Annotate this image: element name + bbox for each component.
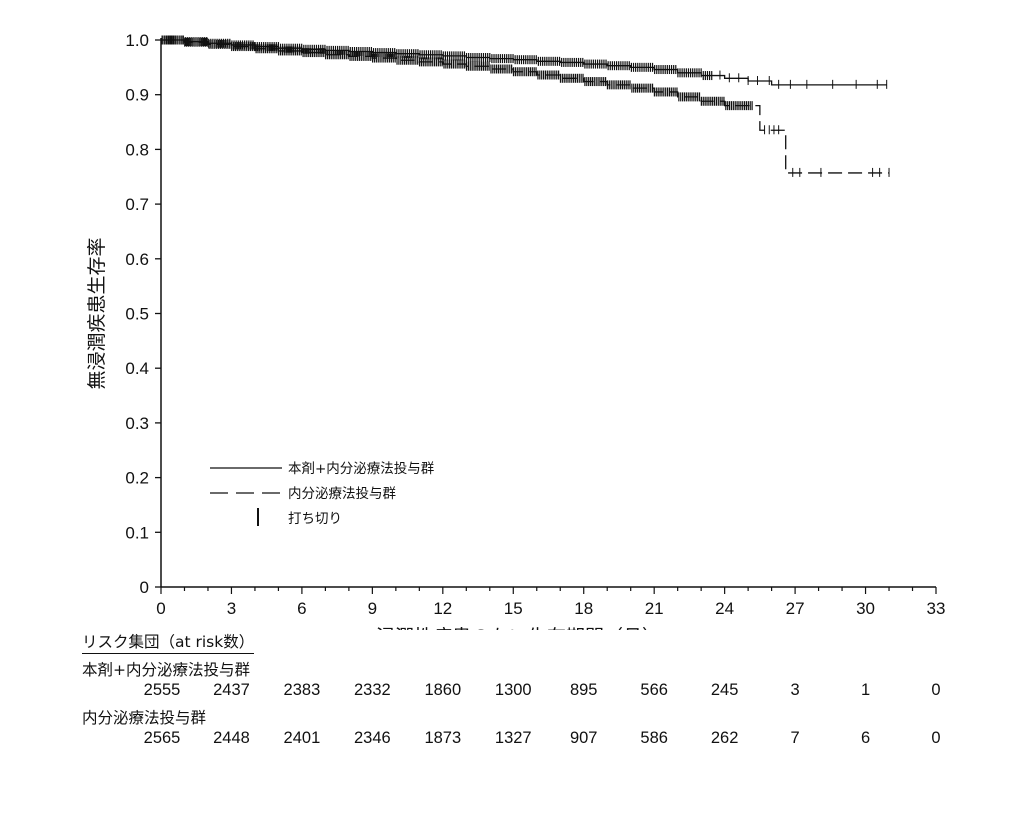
risk-row-treatment: 2555 2437 2383 2332 1860 1300 895 566 245 3 1 0 [82,681,982,701]
x-tick-label: 15 [504,599,523,618]
risk-count: 245 [710,681,739,699]
y-tick-label: 0.1 [125,523,149,542]
risk-count: 0 [931,681,941,699]
y-tick-label: 0 [140,578,149,597]
risk-count: 262 [710,729,739,747]
km-chart: 0 0.1 0.2 0.3 0.4 0.5 0.6 0.7 0.8 0.9 1.0 0 3 6 9 12 15 1… [86,31,946,630]
risk-count: 1327 [494,729,532,747]
y-tick-label: 0.2 [125,469,149,488]
risk-count: 2565 [143,729,181,747]
x-tick-label: 33 [927,599,946,618]
risk-group-label-control: 内分泌療法投与群 [82,709,207,727]
risk-count: 566 [640,681,668,699]
risk-count: 1300 [494,681,532,699]
risk-count: 895 [569,681,598,699]
risk-row-control: 2565 2448 2401 2346 1873 1327 907 586 262 7 6 0 [82,729,982,749]
x-tick-label: 30 [856,599,875,618]
risk-count: 2437 [213,681,250,699]
x-axis-title: 浸潤性疾患のない生存期間（月） [376,626,661,630]
x-tick-label: 9 [368,599,377,618]
y-tick-label: 0.3 [125,414,149,433]
x-tick-label: 18 [574,599,593,618]
x-tick-label: 6 [297,599,306,618]
x-tick-label: 3 [227,599,236,618]
x-tick-label: 27 [786,599,805,618]
risk-count: 2401 [283,729,321,747]
legend-label-treatment: 本剤+内分泌療法投与群 [288,460,435,477]
risk-count: 3 [790,681,800,699]
risk-count: 2332 [354,681,391,699]
y-tick-label: 0.6 [125,250,149,269]
y-axis-title: 無浸潤疾患生存率 [86,237,108,389]
x-tick-label: 24 [715,599,734,618]
risk-count: 1860 [424,681,462,699]
risk-table: リスク集団（at risk数） 本剤+内分泌療法投与群 2555 2437 2383… [82,630,982,760]
risk-count: 2448 [213,729,250,747]
risk-table-header: リスク集団（at risk数） [82,630,255,654]
y-tick-label: 0.8 [125,140,149,159]
legend-label-censor: 打ち切り [288,510,342,527]
y-tick-label: 1.0 [125,31,149,50]
risk-count: 0 [931,729,941,747]
risk-group-label-treatment: 本剤+内分泌療法投与群 [82,661,250,679]
risk-count: 2346 [354,729,391,747]
risk-count: 1873 [424,729,462,747]
y-tick-label: 0.5 [125,305,149,324]
y-tick-label: 0.9 [125,86,149,105]
x-tick-label: 12 [433,599,452,618]
x-tick-label: 0 [156,599,165,618]
y-tick-label: 0.7 [125,195,149,214]
x-tick-label: 21 [645,599,664,618]
risk-count: 907 [569,729,598,747]
risk-count: 2383 [283,681,321,699]
legend-label-control: 内分泌療法投与群 [288,485,396,502]
risk-count: 7 [790,729,800,747]
y-tick-label: 0.4 [125,359,149,378]
risk-count: 2555 [143,681,181,699]
risk-count: 586 [640,729,668,747]
risk-count: 1 [860,681,871,699]
risk-count: 6 [860,729,871,747]
